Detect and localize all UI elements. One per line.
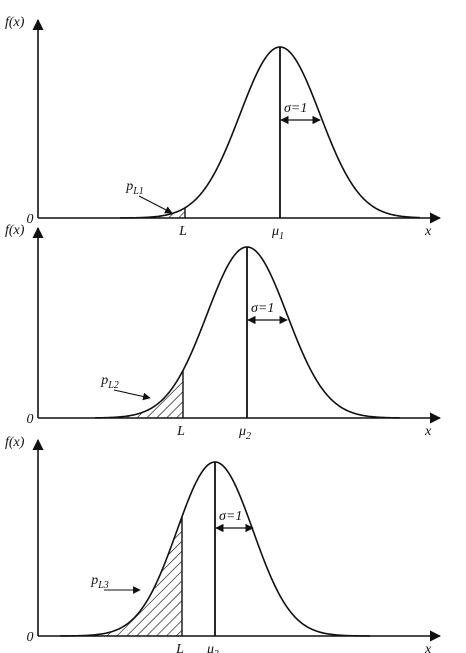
mean-label-sub: 2	[246, 431, 251, 442]
area-label: pL1	[125, 179, 144, 197]
sigma-label: σ=1	[219, 509, 242, 524]
mean-label: μ1	[271, 224, 284, 242]
area-pointer	[113, 389, 151, 401]
limit-label: L	[176, 424, 185, 439]
area-label-base: p	[100, 373, 108, 388]
normal-curve	[120, 46, 421, 219]
mean-label-base: μ	[271, 224, 279, 239]
mean-label-sub: 1	[279, 231, 284, 242]
area-label-sub: L3	[97, 580, 109, 591]
area-pointer	[138, 195, 173, 214]
sigma-label: σ=1	[284, 101, 307, 116]
mean-label-sub: 3	[213, 649, 219, 653]
origin-label: 0	[27, 212, 34, 227]
limit-label: L	[178, 224, 187, 239]
tail-area	[120, 207, 185, 218]
mean-label: μ2	[238, 424, 251, 442]
area-label-sub: L2	[107, 380, 119, 391]
mean-label-base: μ	[238, 424, 246, 439]
area-label-base: p	[125, 179, 133, 194]
area-label: pL2	[100, 373, 119, 391]
y-axis-label: f(x)	[5, 15, 25, 30]
x-axis-label: x	[424, 424, 432, 439]
area-label-sub: L1	[132, 186, 144, 197]
limit-label: L	[175, 642, 184, 653]
area-label: pL3	[90, 573, 109, 591]
x-axis-label: x	[424, 642, 432, 653]
mean-label-base: μ	[206, 642, 214, 653]
y-axis-label: f(x)	[5, 435, 25, 450]
mean-label: μ3	[206, 642, 219, 653]
sigma-label: σ=1	[251, 301, 274, 316]
origin-label: 0	[27, 630, 34, 645]
y-axis-label: f(x)	[5, 223, 25, 238]
tail-area	[95, 370, 183, 418]
x-axis-label: x	[424, 224, 432, 239]
area-label-base: p	[90, 573, 98, 588]
origin-label: 0	[27, 412, 34, 427]
tail-area	[60, 516, 182, 636]
